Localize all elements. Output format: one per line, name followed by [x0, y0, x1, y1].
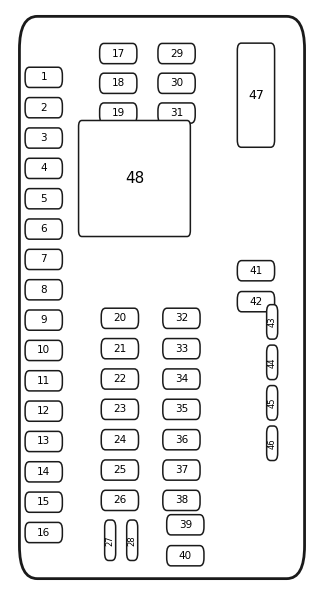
Text: 32: 32	[175, 314, 188, 323]
FancyBboxPatch shape	[25, 401, 62, 421]
FancyBboxPatch shape	[25, 431, 62, 452]
Text: 46: 46	[268, 438, 277, 449]
FancyBboxPatch shape	[101, 339, 138, 359]
Text: 45: 45	[268, 397, 277, 408]
FancyBboxPatch shape	[105, 520, 116, 560]
Text: 40: 40	[179, 551, 192, 560]
FancyBboxPatch shape	[19, 17, 305, 578]
FancyBboxPatch shape	[25, 219, 62, 239]
Text: 31: 31	[170, 108, 183, 118]
Text: 29: 29	[170, 49, 183, 58]
FancyBboxPatch shape	[158, 103, 195, 123]
FancyBboxPatch shape	[25, 371, 62, 391]
FancyBboxPatch shape	[100, 73, 137, 93]
Text: 1: 1	[40, 73, 47, 82]
Text: 16: 16	[37, 528, 50, 537]
FancyBboxPatch shape	[127, 520, 138, 560]
Text: 34: 34	[175, 374, 188, 384]
FancyBboxPatch shape	[163, 369, 200, 389]
FancyBboxPatch shape	[100, 43, 137, 64]
Text: 26: 26	[113, 496, 126, 505]
FancyBboxPatch shape	[25, 340, 62, 361]
FancyBboxPatch shape	[158, 73, 195, 93]
FancyBboxPatch shape	[100, 103, 137, 123]
Text: 13: 13	[37, 437, 50, 446]
Text: 10: 10	[37, 346, 50, 355]
FancyBboxPatch shape	[101, 460, 138, 480]
Text: 22: 22	[113, 374, 126, 384]
Text: 37: 37	[175, 465, 188, 475]
FancyBboxPatch shape	[25, 492, 62, 512]
FancyBboxPatch shape	[267, 426, 278, 461]
FancyBboxPatch shape	[25, 128, 62, 148]
FancyBboxPatch shape	[78, 120, 190, 237]
FancyBboxPatch shape	[163, 430, 200, 450]
FancyBboxPatch shape	[163, 490, 200, 511]
FancyBboxPatch shape	[237, 43, 275, 148]
FancyBboxPatch shape	[101, 490, 138, 511]
FancyBboxPatch shape	[163, 339, 200, 359]
FancyBboxPatch shape	[25, 249, 62, 270]
Text: 42: 42	[249, 297, 262, 306]
FancyBboxPatch shape	[101, 369, 138, 389]
FancyBboxPatch shape	[163, 308, 200, 328]
Text: 15: 15	[37, 497, 50, 507]
FancyBboxPatch shape	[267, 305, 278, 339]
Text: 33: 33	[175, 344, 188, 353]
Text: 39: 39	[179, 520, 192, 530]
Text: 14: 14	[37, 467, 50, 477]
FancyBboxPatch shape	[267, 386, 278, 420]
Text: 3: 3	[40, 133, 47, 143]
FancyBboxPatch shape	[25, 462, 62, 482]
Text: 17: 17	[112, 49, 125, 58]
FancyBboxPatch shape	[101, 430, 138, 450]
Text: 6: 6	[40, 224, 47, 234]
Text: 27: 27	[106, 535, 115, 546]
Text: 24: 24	[113, 435, 126, 444]
Text: 35: 35	[175, 405, 188, 414]
Text: 20: 20	[113, 314, 126, 323]
Text: 21: 21	[113, 344, 126, 353]
FancyBboxPatch shape	[25, 189, 62, 209]
Text: 25: 25	[113, 465, 126, 475]
Text: 48: 48	[125, 171, 144, 186]
Text: 23: 23	[113, 405, 126, 414]
FancyBboxPatch shape	[237, 292, 275, 312]
Text: 12: 12	[37, 406, 50, 416]
FancyBboxPatch shape	[163, 399, 200, 419]
Text: 36: 36	[175, 435, 188, 444]
Text: 28: 28	[128, 535, 137, 546]
FancyBboxPatch shape	[158, 43, 195, 64]
Text: 18: 18	[112, 79, 125, 88]
FancyBboxPatch shape	[267, 345, 278, 380]
FancyBboxPatch shape	[25, 522, 62, 543]
Text: 4: 4	[40, 164, 47, 173]
FancyBboxPatch shape	[25, 310, 62, 330]
Text: 43: 43	[268, 317, 277, 327]
FancyBboxPatch shape	[163, 460, 200, 480]
FancyBboxPatch shape	[101, 308, 138, 328]
Text: 44: 44	[268, 357, 277, 368]
FancyBboxPatch shape	[167, 515, 204, 535]
Text: 30: 30	[170, 79, 183, 88]
FancyBboxPatch shape	[237, 261, 275, 281]
FancyBboxPatch shape	[25, 280, 62, 300]
Text: 47: 47	[248, 89, 264, 102]
FancyBboxPatch shape	[101, 399, 138, 419]
Text: 9: 9	[40, 315, 47, 325]
FancyBboxPatch shape	[25, 98, 62, 118]
FancyBboxPatch shape	[25, 158, 62, 178]
Text: 11: 11	[37, 376, 50, 386]
Text: 7: 7	[40, 255, 47, 264]
Text: 8: 8	[40, 285, 47, 295]
Text: 38: 38	[175, 496, 188, 505]
FancyBboxPatch shape	[167, 546, 204, 566]
Text: 41: 41	[249, 266, 262, 275]
Text: 19: 19	[112, 108, 125, 118]
FancyBboxPatch shape	[25, 67, 62, 87]
Text: 2: 2	[40, 103, 47, 112]
Text: 5: 5	[40, 194, 47, 203]
